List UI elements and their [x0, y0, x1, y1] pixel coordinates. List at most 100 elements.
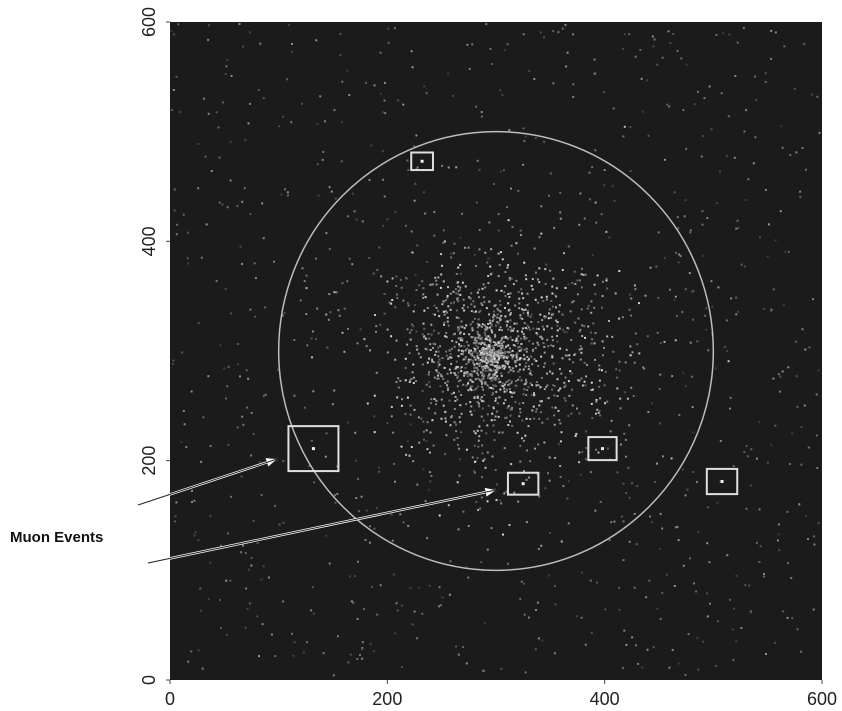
- noise-pixel: [253, 433, 255, 435]
- noise-pixel: [595, 202, 597, 204]
- noise-pixel: [251, 412, 253, 414]
- noise-pixel: [526, 521, 528, 523]
- noise-pixel: [735, 228, 737, 230]
- noise-pixel: [445, 434, 447, 436]
- noise-pixel: [397, 377, 399, 379]
- noise-pixel: [515, 380, 517, 382]
- noise-pixel: [483, 420, 485, 422]
- noise-pixel: [541, 319, 543, 321]
- noise-pixel: [335, 502, 337, 504]
- noise-pixel: [344, 308, 346, 310]
- noise-pixel: [800, 651, 802, 653]
- noise-pixel: [523, 393, 525, 395]
- noise-pixel: [567, 415, 569, 417]
- noise-pixel: [782, 371, 784, 373]
- noise-pixel: [237, 343, 239, 345]
- noise-pixel: [423, 336, 425, 338]
- noise-pixel: [520, 288, 522, 290]
- noise-pixel: [658, 231, 660, 233]
- noise-pixel: [494, 385, 496, 387]
- noise-pixel: [803, 43, 805, 45]
- noise-pixel: [544, 362, 546, 364]
- noise-pixel: [422, 364, 424, 366]
- noise-pixel: [250, 213, 252, 215]
- noise-pixel: [802, 328, 804, 330]
- noise-pixel: [771, 309, 773, 311]
- noise-pixel: [508, 129, 510, 131]
- noise-pixel: [513, 492, 515, 494]
- noise-pixel: [716, 202, 718, 204]
- noise-pixel: [554, 424, 556, 426]
- noise-pixel: [249, 603, 251, 605]
- noise-pixel: [538, 637, 540, 639]
- noise-pixel: [447, 389, 449, 391]
- noise-pixel: [479, 365, 481, 367]
- noise-pixel: [470, 411, 472, 413]
- noise-pixel: [485, 327, 487, 329]
- noise-pixel: [342, 332, 344, 334]
- noise-pixel: [292, 655, 294, 657]
- noise-pixel: [590, 312, 592, 314]
- noise-pixel: [531, 285, 533, 287]
- noise-pixel: [477, 326, 479, 328]
- noise-pixel: [781, 125, 783, 127]
- noise-pixel: [510, 312, 512, 314]
- noise-pixel: [441, 418, 443, 420]
- noise-pixel: [692, 471, 694, 473]
- noise-pixel: [515, 280, 517, 282]
- noise-pixel: [581, 324, 583, 326]
- noise-pixel: [525, 274, 527, 276]
- noise-pixel: [510, 188, 512, 190]
- noise-pixel: [421, 613, 423, 615]
- noise-pixel: [532, 328, 534, 330]
- noise-pixel: [496, 499, 498, 501]
- noise-pixel: [443, 280, 445, 282]
- noise-pixel: [339, 315, 341, 317]
- noise-pixel: [450, 353, 452, 355]
- noise-pixel: [401, 446, 403, 448]
- noise-pixel: [203, 98, 205, 100]
- noise-pixel: [200, 610, 202, 612]
- noise-pixel: [386, 422, 388, 424]
- noise-pixel: [697, 669, 699, 671]
- noise-pixel: [410, 414, 412, 416]
- noise-pixel: [538, 281, 540, 283]
- noise-pixel: [407, 302, 409, 304]
- noise-pixel: [430, 475, 432, 477]
- noise-pixel: [674, 191, 676, 193]
- noise-pixel: [482, 389, 484, 391]
- noise-pixel: [481, 386, 483, 388]
- noise-pixel: [201, 257, 203, 259]
- noise-pixel: [423, 439, 425, 441]
- noise-pixel: [659, 388, 661, 390]
- noise-pixel: [457, 282, 459, 284]
- noise-pixel: [294, 395, 296, 397]
- noise-pixel: [484, 458, 486, 460]
- noise-pixel: [222, 101, 224, 103]
- noise-pixel: [678, 262, 680, 264]
- noise-pixel: [526, 450, 528, 452]
- noise-pixel: [504, 399, 506, 401]
- noise-pixel: [274, 655, 276, 657]
- noise-pixel: [430, 349, 432, 351]
- noise-pixel: [463, 333, 465, 335]
- noise-pixel: [606, 335, 608, 337]
- noise-pixel: [434, 277, 436, 279]
- noise-pixel: [479, 248, 481, 250]
- noise-pixel: [455, 341, 457, 343]
- noise-pixel: [415, 134, 417, 136]
- noise-pixel: [395, 285, 397, 287]
- noise-pixel: [174, 520, 176, 522]
- noise-pixel: [504, 307, 506, 309]
- noise-pixel: [552, 384, 554, 386]
- noise-pixel: [787, 562, 789, 564]
- noise-pixel: [606, 278, 608, 280]
- noise-pixel: [294, 641, 296, 643]
- noise-pixel: [730, 297, 732, 299]
- noise-pixel: [619, 370, 621, 372]
- noise-pixel: [528, 477, 530, 479]
- noise-pixel: [719, 171, 721, 173]
- noise-pixel: [522, 164, 524, 166]
- noise-pixel: [552, 345, 554, 347]
- noise-pixel: [559, 192, 561, 194]
